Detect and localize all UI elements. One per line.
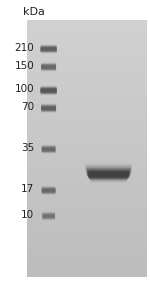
- FancyBboxPatch shape: [42, 216, 55, 218]
- FancyBboxPatch shape: [40, 86, 57, 89]
- FancyBboxPatch shape: [42, 147, 56, 150]
- FancyBboxPatch shape: [40, 48, 57, 50]
- FancyBboxPatch shape: [40, 87, 57, 90]
- FancyBboxPatch shape: [41, 66, 56, 68]
- FancyBboxPatch shape: [42, 190, 56, 193]
- FancyBboxPatch shape: [86, 168, 131, 175]
- FancyBboxPatch shape: [42, 148, 56, 151]
- Text: 210: 210: [14, 43, 34, 53]
- FancyBboxPatch shape: [42, 214, 55, 216]
- FancyBboxPatch shape: [42, 145, 56, 147]
- FancyBboxPatch shape: [42, 150, 56, 153]
- FancyBboxPatch shape: [40, 46, 57, 49]
- Text: 35: 35: [21, 143, 34, 153]
- FancyBboxPatch shape: [42, 212, 55, 214]
- FancyBboxPatch shape: [41, 104, 56, 107]
- Text: 70: 70: [21, 102, 34, 112]
- FancyBboxPatch shape: [41, 68, 56, 71]
- FancyBboxPatch shape: [41, 107, 56, 110]
- FancyBboxPatch shape: [87, 170, 130, 176]
- FancyBboxPatch shape: [40, 50, 57, 53]
- FancyBboxPatch shape: [41, 106, 56, 109]
- Text: 10: 10: [21, 210, 34, 220]
- FancyBboxPatch shape: [89, 173, 128, 180]
- FancyBboxPatch shape: [42, 189, 56, 192]
- FancyBboxPatch shape: [42, 213, 55, 216]
- Text: 100: 100: [15, 84, 34, 94]
- FancyBboxPatch shape: [42, 187, 56, 190]
- FancyBboxPatch shape: [42, 151, 56, 154]
- FancyBboxPatch shape: [85, 164, 132, 170]
- FancyBboxPatch shape: [41, 108, 56, 111]
- FancyBboxPatch shape: [42, 192, 56, 194]
- FancyBboxPatch shape: [40, 88, 57, 91]
- FancyBboxPatch shape: [41, 110, 56, 113]
- FancyBboxPatch shape: [40, 90, 57, 93]
- FancyBboxPatch shape: [40, 47, 57, 50]
- FancyBboxPatch shape: [42, 146, 56, 148]
- FancyBboxPatch shape: [41, 65, 56, 68]
- Text: 17: 17: [21, 184, 34, 194]
- FancyBboxPatch shape: [40, 49, 57, 52]
- FancyBboxPatch shape: [42, 217, 55, 220]
- FancyBboxPatch shape: [40, 91, 57, 94]
- FancyBboxPatch shape: [42, 186, 56, 189]
- Text: kDa: kDa: [23, 7, 45, 17]
- FancyBboxPatch shape: [40, 48, 57, 51]
- FancyBboxPatch shape: [42, 188, 56, 191]
- FancyBboxPatch shape: [90, 174, 127, 181]
- FancyBboxPatch shape: [41, 109, 56, 112]
- FancyBboxPatch shape: [42, 188, 56, 190]
- FancyBboxPatch shape: [41, 64, 56, 67]
- Text: 150: 150: [14, 61, 34, 71]
- FancyBboxPatch shape: [42, 192, 56, 195]
- FancyBboxPatch shape: [40, 44, 57, 47]
- FancyBboxPatch shape: [40, 45, 57, 48]
- FancyBboxPatch shape: [42, 215, 55, 217]
- FancyBboxPatch shape: [42, 216, 55, 219]
- FancyBboxPatch shape: [41, 108, 56, 110]
- FancyBboxPatch shape: [40, 51, 57, 53]
- FancyBboxPatch shape: [42, 213, 55, 215]
- FancyBboxPatch shape: [40, 89, 57, 92]
- FancyBboxPatch shape: [41, 67, 56, 69]
- FancyBboxPatch shape: [42, 191, 56, 193]
- FancyBboxPatch shape: [42, 149, 56, 152]
- FancyBboxPatch shape: [41, 104, 56, 107]
- FancyBboxPatch shape: [89, 172, 129, 179]
- FancyBboxPatch shape: [40, 87, 57, 91]
- FancyBboxPatch shape: [40, 91, 57, 95]
- FancyBboxPatch shape: [40, 92, 57, 95]
- FancyBboxPatch shape: [41, 67, 56, 70]
- FancyBboxPatch shape: [42, 218, 55, 220]
- FancyBboxPatch shape: [41, 63, 56, 66]
- FancyBboxPatch shape: [42, 149, 56, 151]
- FancyBboxPatch shape: [86, 166, 132, 173]
- FancyBboxPatch shape: [88, 171, 129, 178]
- FancyBboxPatch shape: [41, 105, 56, 108]
- FancyBboxPatch shape: [41, 69, 56, 72]
- FancyBboxPatch shape: [42, 146, 56, 149]
- FancyBboxPatch shape: [41, 63, 56, 65]
- FancyBboxPatch shape: [91, 176, 126, 183]
